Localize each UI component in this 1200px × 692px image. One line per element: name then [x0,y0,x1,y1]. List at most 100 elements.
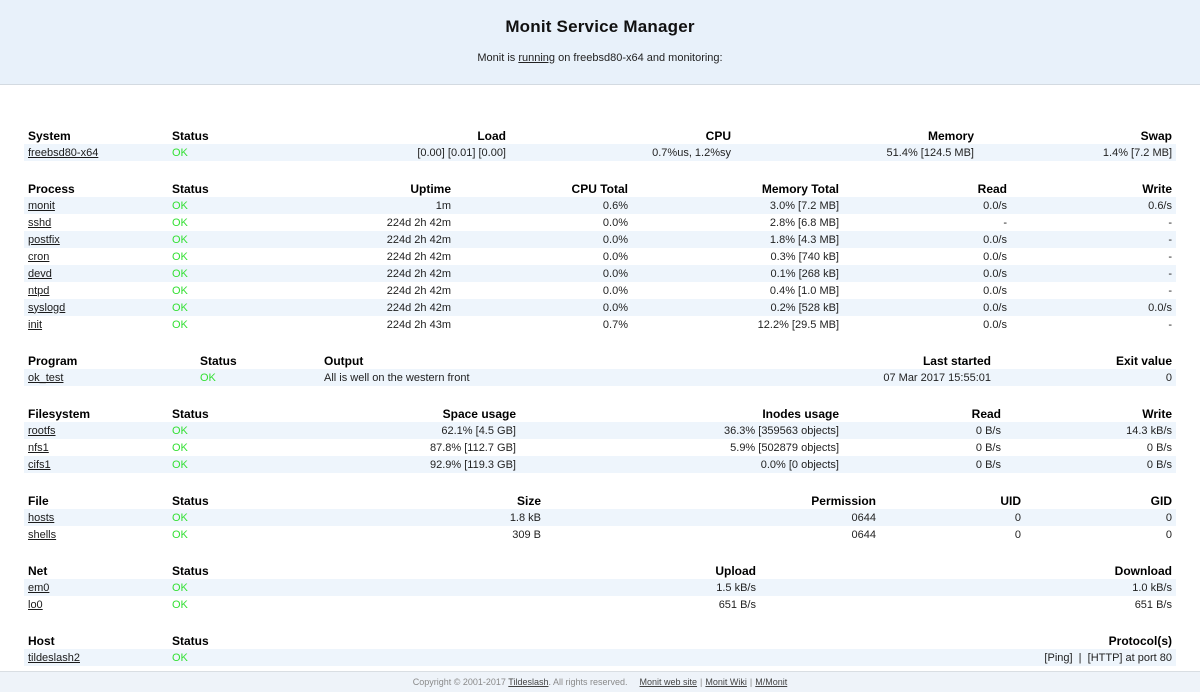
service-name-cell: sshd [24,214,168,231]
table-row: ntpd OK 224d 2h 42m 0.0% 0.4% [1.0 MB] 0.0/s - [24,282,1176,299]
value-cell: 0644 [851,511,876,524]
value-cell: - [1168,267,1172,280]
value-cell: 0.3% [740 kB] [770,250,840,263]
column-header-download: Download [1114,563,1172,578]
value-cell: 2.8% [6.8 MB] [769,216,839,229]
value-cell: 0.6/s [1148,199,1172,212]
process-link-sshd[interactable]: sshd [28,216,52,229]
status-cell: OK [168,282,328,299]
filesystem-link-nfs1[interactable]: nfs1 [28,441,49,454]
column-header-status: Status [200,353,237,368]
column-header-read: Read [971,406,1001,421]
status-cell: OK [168,579,328,596]
process-link-syslogd[interactable]: syslogd [28,301,66,314]
service-name-cell: cron [24,248,168,265]
value-cell: 51.4% [124.5 MB] [886,146,974,159]
column-header-host: Host [28,633,55,648]
value-cell: - [1003,216,1007,229]
value-cell: 1.8 kB [509,511,541,524]
monit-wiki-link[interactable]: Monit Wiki [705,677,747,687]
value-cell: - [1168,284,1172,297]
process-table: Process Status Uptime CPU Total Memory Total… [24,180,1176,333]
process-link-ntpd[interactable]: ntpd [28,284,50,297]
column-header-net: Net [28,563,48,578]
status-cell: OK [196,369,320,386]
process-link-init[interactable]: init [28,318,43,331]
value-cell: - [1168,318,1172,331]
process-link-cron[interactable]: cron [28,250,50,263]
table-row: sshd OK 224d 2h 42m 0.0% 2.8% [6.8 MB] - - [24,214,1176,231]
page-footer: Copyright © 2001-2017 Tildeslash. All ri… [0,671,1200,692]
service-name-cell: cifs1 [24,456,168,473]
monit-website-link[interactable]: Monit web site [639,677,698,687]
filesystem-link-cifs1[interactable]: cifs1 [28,458,51,471]
value-cell: 0 B/s [975,458,1001,471]
service-name-cell: em0 [24,579,168,596]
status-ok-text: OK [172,267,188,280]
status-ok-text: OK [172,651,188,664]
column-header-status: Status [172,493,209,508]
value-cell: 0.0% [602,301,628,314]
running-link[interactable]: running [518,52,556,64]
system-link-freebsd80-x64[interactable]: freebsd80-x64 [28,146,99,159]
column-header-memory: Memory [927,128,974,143]
table-row: init OK 224d 2h 43m 0.7% 12.2% [29.5 MB] 0.0/… [24,316,1176,333]
value-cell: [Ping] | [HTTP] at port 80 [1044,651,1172,664]
service-name-cell: ok_test [24,369,196,386]
subtitle-suffix: on freebsd80-x64 and monitoring: [555,52,723,64]
process-link-postfix[interactable]: postfix [28,233,60,246]
value-cell: 224d 2h 42m [386,267,451,280]
value-cell: 0.7%us, 1.2%sy [652,146,731,159]
value-cell: 0.7% [602,318,628,331]
mmonit-link[interactable]: M/Monit [755,677,788,687]
value-cell: 0 B/s [975,424,1001,437]
value-cell: 0.0/s [983,267,1007,280]
value-cell: 92.9% [119.3 GB] [429,458,516,471]
value-cell: 0 [1165,371,1172,384]
value-cell: - [1168,216,1172,229]
value-cell: 87.8% [112.7 GB] [429,441,516,454]
value-cell: 1.4% [7.2 MB] [1102,146,1172,159]
subtitle-prefix: Monit is [477,52,519,64]
program-link-ok-test[interactable]: ok_test [28,371,64,384]
table-row: tildeslash2 OK [Ping] | [HTTP] at port 80 [24,649,1176,666]
column-header-uid: UID [1000,493,1021,508]
value-cell: All is well on the western front [324,371,470,384]
value-cell: 0.0% [0 objects] [760,458,839,471]
net-link-lo0[interactable]: lo0 [28,598,43,611]
column-header-write: Write [1142,406,1172,421]
value-cell: 0 [1165,511,1172,524]
status-ok-text: OK [172,581,188,594]
file-link-hosts[interactable]: hosts [28,511,55,524]
tildeslash-link[interactable]: Tildeslash [508,677,549,687]
value-cell: 0.0/s [983,284,1007,297]
service-name-cell: syslogd [24,299,168,316]
table-row: cron OK 224d 2h 42m 0.0% 0.3% [740 kB] 0.0/s - [24,248,1176,265]
status-ok-text: OK [172,598,188,611]
filesystem-link-rootfs[interactable]: rootfs [28,424,56,437]
monitoring-summary: Monit is running on freebsd80-x64 and mo… [0,52,1200,64]
table-row: shells OK 309 B 0644 0 0 [24,526,1176,543]
filesystem-table: Filesystem Status Space usage Inodes usage R… [24,405,1176,473]
value-cell: [0.00] [0.01] [0.00] [417,146,506,159]
value-cell: 0.1% [268 kB] [770,267,840,280]
column-header-load: Load [477,128,506,143]
service-name-cell: freebsd80-x64 [24,144,168,161]
column-header-filesystem: Filesystem [28,406,91,421]
column-header-last-started: Last started [922,353,991,368]
table-row: lo0 OK 651 B/s 651 B/s [24,596,1176,613]
file-link-shells[interactable]: shells [28,528,57,541]
value-cell: 1.5 kB/s [716,581,756,594]
column-header-exit-value: Exit value [1115,353,1172,368]
process-link-monit[interactable]: monit [28,199,55,212]
process-link-devd[interactable]: devd [28,267,52,280]
value-cell: 62.1% [4.5 GB] [441,424,516,437]
value-cell: 0.0/s [983,199,1007,212]
host-link-tildeslash2[interactable]: tildeslash2 [28,651,80,664]
value-cell: 0 B/s [1146,458,1172,471]
page-header: Monit Service Manager Monit is running o… [0,0,1200,85]
net-header-row: Net Status Upload Download [24,562,1176,579]
net-link-em0[interactable]: em0 [28,581,50,594]
table-row: devd OK 224d 2h 42m 0.0% 0.1% [268 kB] 0.0/s - [24,265,1176,282]
status-cell: OK [168,265,328,282]
